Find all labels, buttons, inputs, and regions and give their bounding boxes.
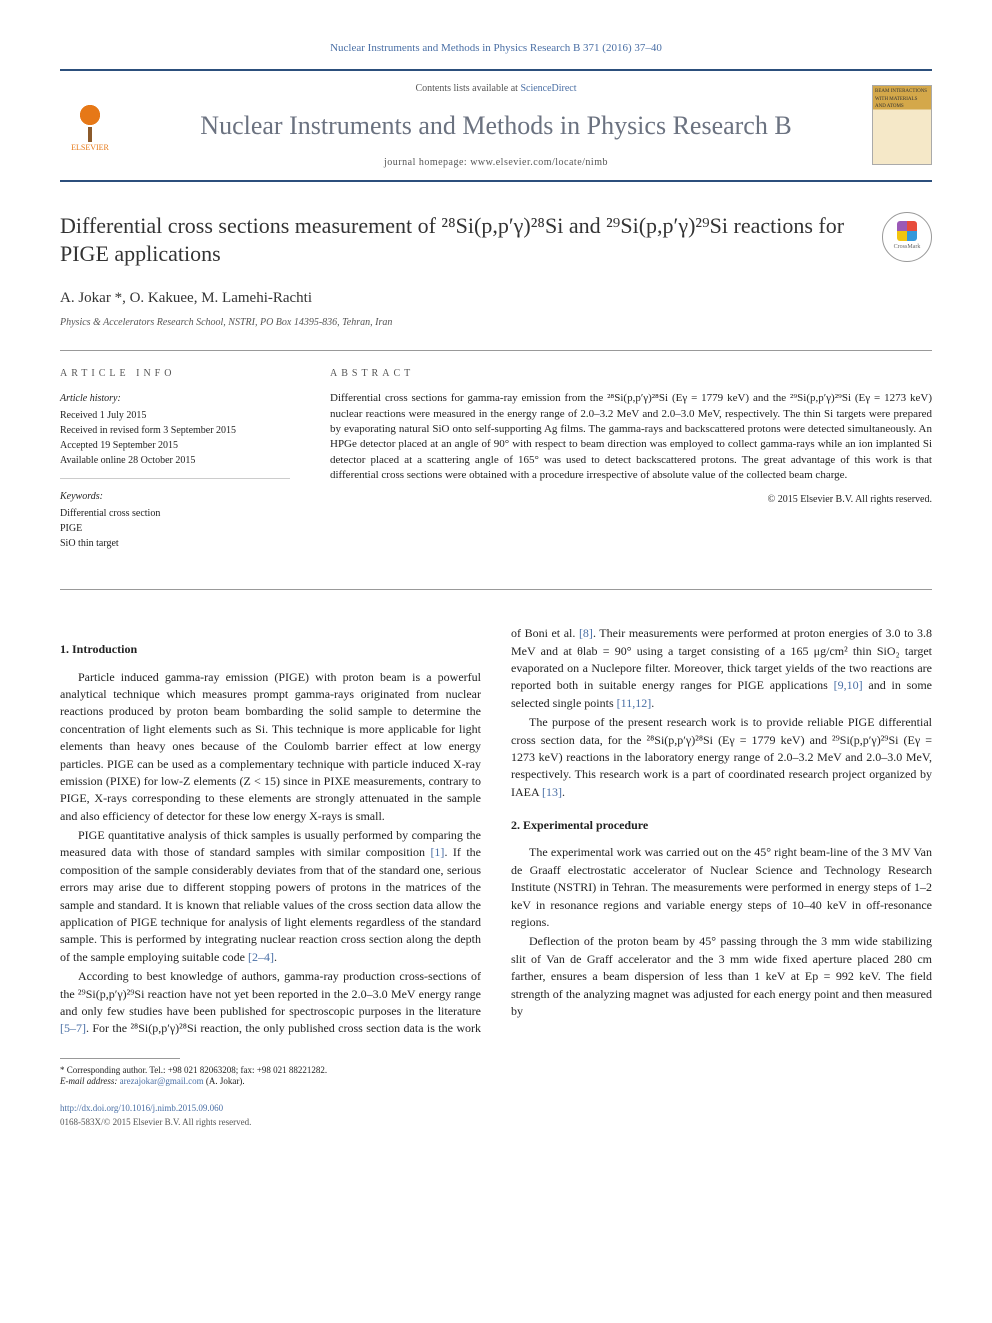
text-span: . If the composition of the sample consi… — [60, 845, 481, 963]
email-link[interactable]: arezajokar@gmail.com — [120, 1076, 204, 1086]
section-2-heading: 2. Experimental procedure — [511, 817, 932, 834]
corresponding-line: * Corresponding author. Tel.: +98 021 82… — [60, 1065, 932, 1077]
text-span: The purpose of the present research work… — [511, 715, 932, 799]
email-line: E-mail address: arezajokar@gmail.com (A.… — [60, 1076, 932, 1088]
ref-link[interactable]: [13] — [542, 785, 562, 799]
crossmark-label: CrossMark — [894, 243, 921, 252]
header-center: Contents lists available at ScienceDirec… — [140, 81, 852, 170]
cover-thumbnail: BEAM INTERACTIONS WITH MATERIALS AND ATO… — [872, 85, 932, 165]
elsevier-tree-icon — [70, 97, 110, 142]
abstract-text: Differential cross sections for gamma-ra… — [330, 391, 932, 483]
keywords-block: Keywords: Differential cross section PIG… — [60, 489, 290, 561]
crossmark-icon — [897, 221, 917, 241]
affiliation: Physics & Accelerators Research School, … — [60, 315, 932, 330]
paragraph: Deflection of the proton beam by 45° pas… — [511, 933, 932, 1020]
body-text: 1. Introduction Particle induced gamma-r… — [60, 625, 932, 1038]
history-line: Received in revised form 3 September 201… — [60, 423, 290, 438]
article-info: ARTICLE INFO Article history: Received 1… — [60, 366, 290, 571]
keyword: SiO thin target — [60, 536, 290, 551]
corresponding-author: * Corresponding author. Tel.: +98 021 82… — [60, 1065, 932, 1088]
title-row: Differential cross sections measurement … — [60, 212, 932, 269]
paragraph: The experimental work was carried out on… — [511, 844, 932, 931]
authors: A. Jokar *, O. Kakuee, M. Lamehi-Rachti — [60, 287, 932, 310]
issn-line: 0168-583X/© 2015 Elsevier B.V. All right… — [60, 1116, 932, 1130]
contents-prefix: Contents lists available at — [415, 83, 520, 94]
text-span: . — [651, 696, 654, 710]
journal-title: Nuclear Instruments and Methods in Physi… — [140, 106, 852, 145]
abstract-heading: ABSTRACT — [330, 366, 932, 381]
paragraph: The purpose of the present research work… — [511, 714, 932, 801]
text-span: PIGE quantitative analysis of thick samp… — [60, 828, 481, 859]
crossmark-badge[interactable]: CrossMark — [882, 212, 932, 262]
footer-separator — [60, 1058, 180, 1059]
section-1-heading: 1. Introduction — [60, 641, 481, 658]
paragraph: Particle induced gamma-ray emission (PIG… — [60, 669, 481, 826]
text-span: . — [562, 785, 565, 799]
article-title: Differential cross sections measurement … — [60, 212, 862, 269]
elsevier-logo: ELSEVIER — [60, 90, 120, 160]
ref-link[interactable]: [8] — [579, 626, 593, 640]
journal-header: ELSEVIER Contents lists available at Sci… — [60, 69, 932, 182]
info-heading: ARTICLE INFO — [60, 366, 290, 381]
publisher-name: ELSEVIER — [71, 142, 109, 154]
text-span: According to best knowledge of authors, … — [60, 969, 481, 1018]
abstract-column: ABSTRACT Differential cross sections for… — [330, 366, 932, 571]
info-abstract-row: ARTICLE INFO Article history: Received 1… — [60, 350, 932, 590]
ref-link[interactable]: [1] — [430, 845, 444, 859]
journal-homepage: journal homepage: www.elsevier.com/locat… — [140, 155, 852, 170]
article-history: Article history: Received 1 July 2015 Re… — [60, 391, 290, 479]
ref-link[interactable]: [11,12] — [617, 696, 652, 710]
keyword: PIGE — [60, 521, 290, 536]
doi-link[interactable]: http://dx.doi.org/10.1016/j.nimb.2015.09… — [60, 1102, 932, 1116]
keyword: Differential cross section — [60, 506, 290, 521]
abstract-copyright: © 2015 Elsevier B.V. All rights reserved… — [330, 492, 932, 507]
ref-link[interactable]: [5–7] — [60, 1021, 86, 1035]
sciencedirect-link[interactable]: ScienceDirect — [520, 83, 576, 94]
keywords-label: Keywords: — [60, 489, 290, 504]
email-suffix: (A. Jokar). — [204, 1076, 245, 1086]
history-label: Article history: — [60, 391, 290, 406]
text-span: . — [274, 950, 277, 964]
ref-link[interactable]: [2–4] — [248, 950, 274, 964]
paragraph: PIGE quantitative analysis of thick samp… — [60, 827, 481, 966]
ref-link[interactable]: [9,10] — [834, 678, 863, 692]
email-label: E-mail address: — [60, 1076, 120, 1086]
journal-reference: Nuclear Instruments and Methods in Physi… — [60, 40, 932, 57]
history-line: Accepted 19 September 2015 — [60, 438, 290, 453]
history-line: Available online 28 October 2015 — [60, 453, 290, 468]
contents-line: Contents lists available at ScienceDirec… — [140, 81, 852, 96]
history-line: Received 1 July 2015 — [60, 408, 290, 423]
